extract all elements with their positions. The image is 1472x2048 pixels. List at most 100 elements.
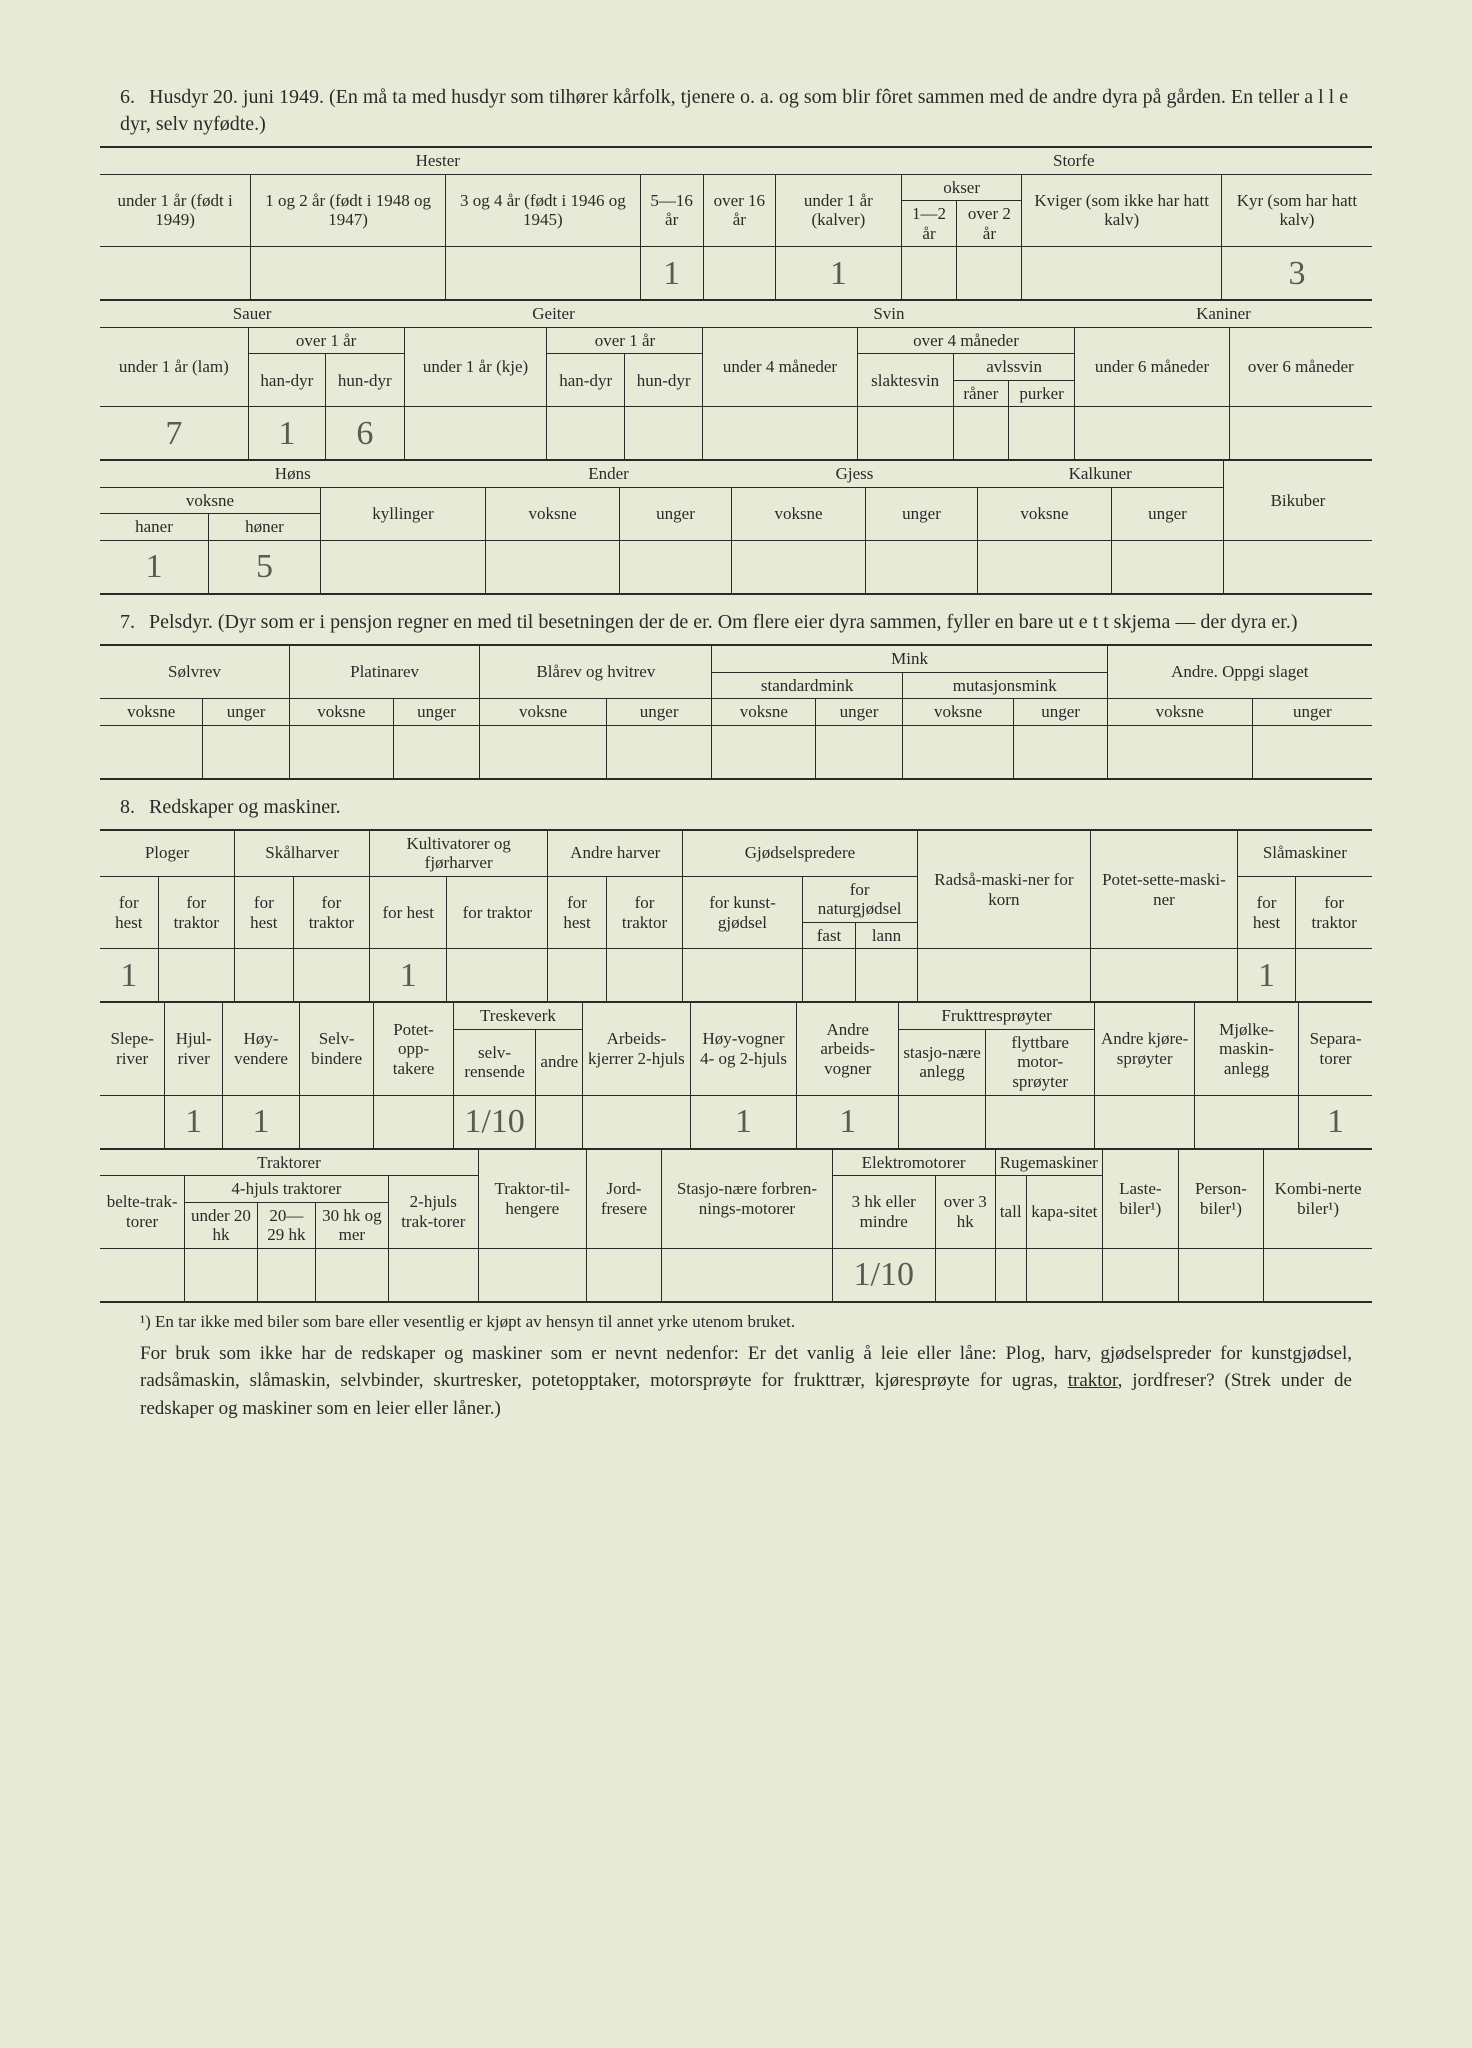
v82-3: 1 (223, 1095, 300, 1149)
table-section8-t1: Ploger Skålharver Kultivatorer og fjørha… (100, 829, 1372, 1004)
slaktesvin: slaktesvin (857, 354, 953, 407)
traktortilhengere: Traktor-til-hengere (478, 1149, 586, 1248)
sm-u: unger (816, 699, 903, 726)
honer: høner (209, 514, 321, 541)
sec7-num: 7. (120, 609, 144, 636)
v-s-kviger (1022, 247, 1221, 301)
hdr-svin: Svin (703, 301, 1075, 328)
selvbindere: Selv-bindere (299, 1003, 373, 1095)
hdr-storfe: Storfe (776, 147, 1372, 174)
v-sau-han: 1 (248, 407, 325, 461)
lam: under 1 år (lam) (100, 327, 248, 407)
separatorer: Separa-torer (1299, 1003, 1372, 1095)
v-s-12 (901, 247, 957, 301)
ah-trak: for traktor (606, 876, 682, 949)
v7-10 (1014, 725, 1107, 779)
v81-12 (917, 949, 1091, 1003)
v7-5 (480, 725, 607, 779)
v-kan-u6 (1075, 407, 1229, 461)
andrearbeids: Andre arbeids-vogner (797, 1003, 899, 1095)
mjolke: Mjølke-maskin-anlegg (1195, 1003, 1299, 1095)
tresk-andre: andre (536, 1029, 583, 1095)
ku-trak: for traktor (447, 876, 548, 949)
h-u1: under 1 år (født i 1949) (100, 174, 251, 247)
v7-11 (1107, 725, 1252, 779)
hoyvendere: Høy-vendere (223, 1003, 300, 1095)
v82-5 (374, 1095, 453, 1149)
raner: råner (953, 380, 1008, 407)
v-slaktesvin (857, 407, 953, 461)
gjodsel: Gjødselspredere (683, 830, 917, 877)
v83-5 (388, 1248, 478, 1302)
footnote-biler: ¹) En tar ikke med biler som bare eller … (140, 1311, 1352, 1334)
fornatur: for naturgjødsel (802, 876, 917, 922)
v7-2 (203, 725, 290, 779)
v81-3 (235, 949, 294, 1003)
elektromotorer: Elektromotorer (832, 1149, 995, 1176)
v81-14: 1 (1237, 949, 1296, 1003)
mm-v: voksne (902, 699, 1014, 726)
v83-13 (1102, 1248, 1178, 1302)
v-ender-u (620, 541, 732, 595)
selvrensende: selv-rensende (453, 1029, 536, 1095)
v83-10 (935, 1248, 995, 1302)
v-lam: 7 (100, 407, 248, 461)
tohjul: 2-hjuls trak-torer (388, 1176, 478, 1249)
v83-12 (1026, 1248, 1102, 1302)
stasjonere: stasjo-nære anlegg (898, 1029, 985, 1095)
census-form-page: 6. Husdyr 20. juni 1949. (En må ta med h… (0, 0, 1472, 2048)
table-section8-t3: Traktorer Traktor-til-hengere Jord-frese… (100, 1149, 1372, 1303)
solvrev: Sølvrev (100, 645, 289, 699)
kan-o6: over 6 måneder (1229, 327, 1372, 407)
sl-hest: for hest (1237, 876, 1296, 949)
hdr-kaniner: Kaniner (1075, 301, 1372, 328)
v7-9 (902, 725, 1014, 779)
mink: Mink (712, 645, 1107, 672)
v-kalk-u (1112, 541, 1224, 595)
hdr-ender: Ender (486, 461, 732, 488)
h-34: 3 og 4 år (født i 1946 og 1945) (445, 174, 640, 247)
mm-u: unger (1014, 699, 1107, 726)
potet8: Potet-sette-maski-ner (1091, 830, 1238, 949)
v-h-12 (251, 247, 446, 301)
v7-7 (712, 725, 816, 779)
sec8-num: 8. (120, 794, 144, 821)
s-o2: over 2 år (957, 201, 1022, 247)
sk-hest: for hest (235, 876, 294, 949)
sau-han: han-dyr (248, 354, 325, 407)
platinarev: Platinarev (289, 645, 479, 699)
v-geit-hun (624, 407, 703, 461)
table-section7: Sølvrev Platinarev Blårev og hvitrev Min… (100, 644, 1372, 780)
slamaskiner: Slåmaskiner (1237, 830, 1372, 877)
potetopptakere: Potet-opp-takere (374, 1003, 453, 1095)
ku-hest: for hest (370, 876, 447, 949)
v83-1 (100, 1248, 185, 1302)
v-kyllinger (320, 541, 485, 595)
ah-hest: for hest (548, 876, 607, 949)
v-s-u1: 1 (776, 247, 902, 301)
sec8-text: Redskaper og maskiner. (149, 796, 341, 818)
mutasjonsmink: mutasjonsmink (902, 672, 1107, 699)
v-gjess-u (866, 541, 978, 595)
hdr-sauer: Sauer (100, 301, 404, 328)
hdr-bikuber: Bikuber (1223, 461, 1372, 541)
v-purker (1008, 407, 1075, 461)
ploger: Ploger (100, 830, 235, 877)
personbiler: Person-biler¹) (1178, 1149, 1263, 1248)
sv-v: voksne (100, 699, 203, 726)
haner: haner (100, 514, 209, 541)
over3hk: over 3 hk (935, 1176, 995, 1249)
sk-trak: for traktor (293, 876, 369, 949)
ender-unger: unger (620, 487, 732, 540)
kombinerte: Kombi-nerte biler¹) (1264, 1149, 1372, 1248)
sm-v: voksne (712, 699, 816, 726)
stasjonere3: Stasjo-nære forbren-nings-motorer (662, 1149, 832, 1248)
v82-7 (536, 1095, 583, 1149)
v81-10 (802, 949, 856, 1003)
table-section6-hons: Høns Ender Gjess Kalkuner Bikuber voksne… (100, 460, 1372, 595)
sl-trak: for traktor (1296, 876, 1372, 949)
geit-o1: over 1 år (547, 327, 703, 354)
v7-12 (1252, 725, 1372, 779)
v82-2: 1 (165, 1095, 223, 1149)
traktorer: Traktorer (100, 1149, 478, 1176)
